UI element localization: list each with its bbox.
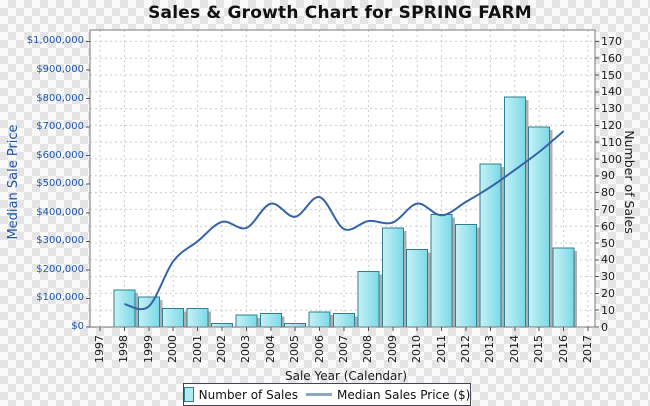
legend: Number of Sales Median Sales Price ($) xyxy=(183,383,471,406)
bar-1999 xyxy=(137,296,160,328)
left-axis-tick-label: $600,000 xyxy=(36,149,84,161)
x-axis-tick-label: 2000 xyxy=(166,335,180,363)
left-axis-tick-label: $500,000 xyxy=(36,178,84,190)
bar-2006 xyxy=(308,311,331,328)
right-axis-tick-label: 140 xyxy=(601,85,622,99)
bar-2005 xyxy=(284,323,307,328)
bar-2013 xyxy=(479,163,502,328)
x-axis-tick-label: 2010 xyxy=(410,335,424,363)
legend-bar-label: Number of Sales xyxy=(198,387,299,402)
right-axis-tick-label: 30 xyxy=(601,270,615,284)
x-axis-tick-label: 2007 xyxy=(337,335,350,363)
x-axis-tick-label: 1999 xyxy=(141,335,155,363)
legend-line-label: Median Sales Price ($) xyxy=(337,387,471,402)
bar-2007 xyxy=(333,313,355,328)
right-axis-tick-label: 170 xyxy=(601,34,622,48)
x-axis-tick-label: 2006 xyxy=(312,335,326,363)
x-axis-tick-label: 2002 xyxy=(215,335,228,363)
bar-2009 xyxy=(381,227,404,328)
x-axis-tick-label: 2005 xyxy=(288,335,302,363)
left-axis-tick-label: $100,000 xyxy=(36,292,84,304)
left-axis-tick-label: $700,000 xyxy=(36,121,84,133)
x-axis-tick-label: 2014 xyxy=(507,335,521,363)
right-axis-title: Number of Sales xyxy=(622,130,637,234)
x-axis-tick-label: 2016 xyxy=(556,335,570,363)
x-axis-tick-label: 2001 xyxy=(190,335,204,363)
legend-item-median-price: Median Sales Price ($) xyxy=(306,388,470,402)
right-axis-tick-label: 50 xyxy=(601,236,615,250)
left-axis-tick-label: $1,000,000 xyxy=(26,35,84,47)
x-axis-tick-label: 1997 xyxy=(93,335,106,363)
right-axis-tick-label: 70 xyxy=(601,202,615,216)
right-axis-tick-label: 80 xyxy=(601,186,615,200)
left-axis-tick-label: $900,000 xyxy=(36,63,84,75)
bar-2016 xyxy=(552,247,575,328)
x-axis-tick-label: 2013 xyxy=(483,335,497,363)
bar-2001 xyxy=(186,308,209,328)
x-axis-title: Sale Year (Calendar) xyxy=(284,369,408,383)
bar-2004 xyxy=(259,313,282,328)
chart-title: Sales & Growth Chart for SPRING FARM xyxy=(148,3,532,23)
bar-2003 xyxy=(235,314,258,328)
x-axis-tick-label: 2009 xyxy=(385,335,399,363)
right-axis-tick-label: 120 xyxy=(601,118,622,132)
right-axis-tick-label: 110 xyxy=(601,135,622,149)
right-axis-tick-label: 40 xyxy=(601,253,615,267)
left-axis-tick-label: $300,000 xyxy=(36,235,84,247)
bar-2014 xyxy=(503,96,526,328)
x-axis-tick-label: 2015 xyxy=(532,335,546,363)
bar-1998 xyxy=(113,289,136,328)
median-price-line xyxy=(124,130,565,311)
left-axis-tick-label: $800,000 xyxy=(36,92,84,104)
bar-2010 xyxy=(406,249,429,328)
bar-2011 xyxy=(430,213,453,328)
legend-item-number-of-sales: Number of Sales xyxy=(183,387,299,402)
bar-swatch-icon xyxy=(183,387,194,402)
right-axis-tick-label: 10 xyxy=(601,303,615,317)
left-axis-tick-label: $400,000 xyxy=(36,206,84,218)
right-axis-tick-label: 20 xyxy=(601,286,615,300)
bar-2000 xyxy=(162,308,185,328)
x-axis-tick-label: 2011 xyxy=(434,335,448,363)
left-axis-title: Median Sale Price xyxy=(6,124,21,240)
x-axis-tick-label: 1998 xyxy=(117,335,131,363)
x-axis-tick-label: 2017 xyxy=(581,335,594,363)
line-swatch-icon xyxy=(306,393,333,396)
x-axis-tick-label: 2004 xyxy=(263,335,277,363)
right-axis-tick-label: 100 xyxy=(601,152,622,166)
x-axis-tick-label: 2008 xyxy=(361,335,375,363)
left-axis-tick-label: $200,000 xyxy=(36,263,84,275)
right-axis-tick-label: 90 xyxy=(601,169,615,183)
right-axis-tick-label: 130 xyxy=(601,102,622,116)
bar-2008 xyxy=(357,271,380,328)
x-axis-tick-label: 2012 xyxy=(459,335,472,363)
plot-border xyxy=(89,29,596,328)
right-axis-tick-label: 150 xyxy=(601,68,622,82)
bar-2002 xyxy=(211,323,233,328)
x-axis-tick-label: 2003 xyxy=(239,335,253,363)
right-axis-tick-label: 0 xyxy=(601,320,608,334)
bar-2012 xyxy=(455,224,477,328)
right-axis-tick-label: 60 xyxy=(601,219,615,233)
left-axis-tick-label: $0 xyxy=(71,321,84,332)
right-axis-tick-label: 160 xyxy=(601,51,622,65)
